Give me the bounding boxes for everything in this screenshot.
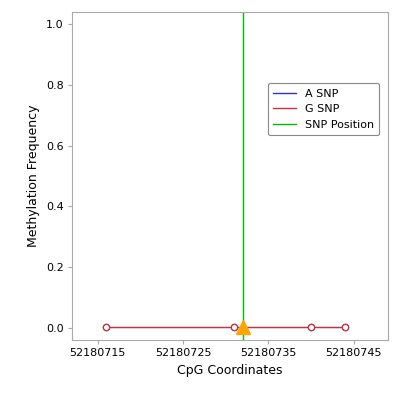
- Y-axis label: Methylation Frequency: Methylation Frequency: [27, 105, 40, 247]
- X-axis label: CpG Coordinates: CpG Coordinates: [177, 364, 283, 377]
- Legend: A SNP, G SNP, SNP Position: A SNP, G SNP, SNP Position: [268, 83, 379, 135]
